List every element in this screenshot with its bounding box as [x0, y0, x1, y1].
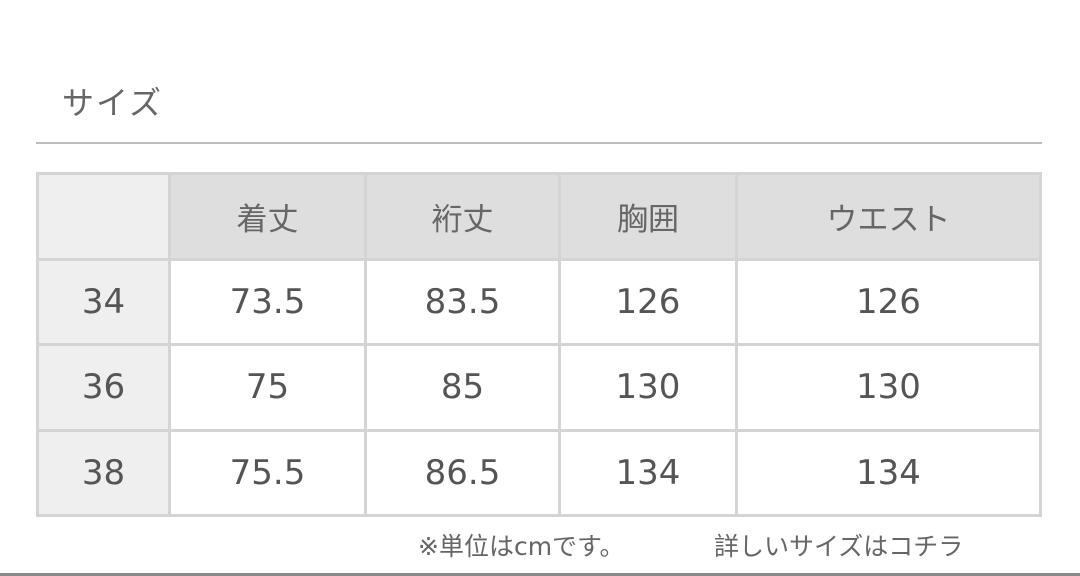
- cell: 83.5: [364, 257, 561, 347]
- row-size: 34: [36, 257, 171, 347]
- cell: 126: [558, 257, 738, 347]
- cell: 130: [558, 343, 738, 432]
- table-row: 38 75.5 86.5 134 134: [36, 428, 1042, 518]
- divider: [36, 142, 1042, 144]
- header-corner: [36, 172, 171, 261]
- header-cell: 裄丈: [364, 172, 561, 261]
- header-row: 着丈 裄丈 胸囲 ウエスト: [36, 172, 1042, 261]
- header-cell: 胸囲: [558, 172, 738, 261]
- row-size: 36: [36, 343, 171, 432]
- cell: 134: [558, 428, 738, 518]
- cell: 73.5: [168, 257, 367, 347]
- cell: 85: [364, 343, 561, 432]
- cell: 75.5: [168, 428, 367, 518]
- unit-note: ※単位はcmです。: [418, 532, 625, 561]
- cell: 130: [735, 343, 1042, 432]
- size-details-link[interactable]: 詳しいサイズはコチラ: [714, 532, 964, 561]
- bottom-divider: [0, 573, 1080, 576]
- table-row: 36 75 85 130 130: [36, 343, 1042, 432]
- cell: 86.5: [364, 428, 561, 518]
- cell: 134: [735, 428, 1042, 518]
- section-title: サイズ: [62, 84, 164, 122]
- size-table: 着丈 裄丈 胸囲 ウエスト 34 73.5 83.5 126 126 36 75…: [36, 172, 1042, 518]
- cell: 75: [168, 343, 367, 432]
- table-row: 34 73.5 83.5 126 126: [36, 257, 1042, 347]
- header-cell: 着丈: [168, 172, 367, 261]
- row-size: 38: [36, 428, 171, 518]
- cell: 126: [735, 257, 1042, 347]
- header-cell: ウエスト: [735, 172, 1042, 261]
